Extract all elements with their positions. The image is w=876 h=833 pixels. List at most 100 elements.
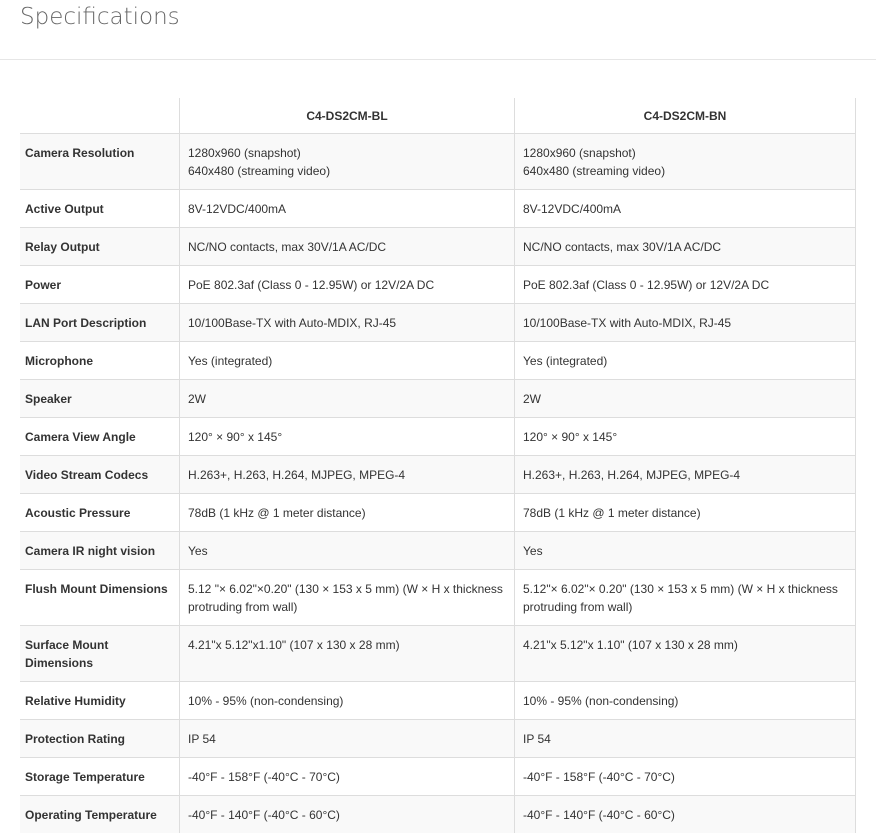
spec-value-line: 10% - 95% (non-condensing) <box>523 692 847 710</box>
spec-label: Storage Temperature <box>20 758 180 796</box>
spec-value-line: -40°F - 158°F (-40°C - 70°C) <box>523 768 847 786</box>
table-row: Relative Humidity 10% - 95% (non-condensi… <box>20 682 856 720</box>
spec-value-line: 1280x960 (snapshot) <box>188 144 506 162</box>
spec-value-bl: 8V-12VDC/400mA <box>180 190 515 228</box>
table-row: Relay Output NC/NO contacts, max 30V/1A A… <box>20 228 856 266</box>
spec-label: Surface Mount Dimensions <box>20 626 180 682</box>
table-row: LAN Port Description 10/100Base-TX with A… <box>20 304 856 342</box>
divider <box>0 59 876 60</box>
spec-value-line: 640x480 (streaming video) <box>523 162 847 180</box>
spec-label: Speaker <box>20 380 180 418</box>
table-header-row: C4-DS2CM-BL C4-DS2CM-BN <box>20 98 856 134</box>
spec-value-bl: NC/NO contacts, max 30V/1A AC/DC <box>180 228 515 266</box>
spec-value-line: 10% - 95% (non-condensing) <box>188 692 506 710</box>
spec-label: Operating Temperature <box>20 796 180 833</box>
spec-value-bl: 1280x960 (snapshot)640x480 (streaming vi… <box>180 134 515 190</box>
spec-value-bl: -40°F - 140°F (-40°C - 60°C) <box>180 796 515 833</box>
table-row: Video Stream Codecs H.263+, H.263, H.264,… <box>20 456 856 494</box>
spec-value-line: Yes <box>188 542 506 560</box>
spec-value-bl: 120° × 90° x 145° <box>180 418 515 456</box>
spec-value-bn: Yes <box>515 532 856 570</box>
spec-label: Camera Resolution <box>20 134 180 190</box>
spec-value-line: 2W <box>188 390 506 408</box>
spec-value-bn: IP 54 <box>515 720 856 758</box>
spec-value-bn: -40°F - 158°F (-40°C - 70°C) <box>515 758 856 796</box>
spec-label: Camera View Angle <box>20 418 180 456</box>
spec-value-line: 640x480 (streaming video) <box>188 162 506 180</box>
spec-value-line: Yes (integrated) <box>523 352 847 370</box>
spec-value-line: H.263+, H.263, H.264, MJPEG, MPEG-4 <box>523 466 847 484</box>
spec-value-line: 5.12"× 6.02"× 0.20" (130 × 153 x 5 mm) (… <box>523 580 847 616</box>
spec-value-line: 8V-12VDC/400mA <box>188 200 506 218</box>
spec-value-line: 1280x960 (snapshot) <box>523 144 847 162</box>
spec-value-line: 2W <box>523 390 847 408</box>
table-row: Camera View Angle 120° × 90° x 145° 120° ×… <box>20 418 856 456</box>
spec-value-bl: 10% - 95% (non-condensing) <box>180 682 515 720</box>
spec-value-line: PoE 802.3af (Class 0 - 12.95W) or 12V/2A… <box>188 276 506 294</box>
spec-value-line: 4.21"x 5.12"x 1.10" (107 x 130 x 28 mm) <box>523 636 847 654</box>
spec-value-bl: Yes <box>180 532 515 570</box>
spec-value-line: -40°F - 140°F (-40°C - 60°C) <box>188 806 506 824</box>
spec-value-bn: 4.21"x 5.12"x 1.10" (107 x 130 x 28 mm) <box>515 626 856 682</box>
spec-label: Camera IR night vision <box>20 532 180 570</box>
table-row: Operating Temperature -40°F - 140°F (-40°… <box>20 796 856 833</box>
spec-label: Video Stream Codecs <box>20 456 180 494</box>
spec-value-line: 10/100Base-TX with Auto-MDIX, RJ-45 <box>523 314 847 332</box>
spec-value-bl: 2W <box>180 380 515 418</box>
table-row: Active Output 8V-12VDC/400mA 8V-12VDC/400m… <box>20 190 856 228</box>
spec-label: Microphone <box>20 342 180 380</box>
spec-value-line: 120° × 90° x 145° <box>188 428 506 446</box>
spec-value-bn: 2W <box>515 380 856 418</box>
spec-value-line: 120° × 90° x 145° <box>523 428 847 446</box>
spec-value-line: PoE 802.3af (Class 0 - 12.95W) or 12V/2A… <box>523 276 847 294</box>
spec-value-bn: 78dB (1 kHz @ 1 meter distance) <box>515 494 856 532</box>
spec-label: Acoustic Pressure <box>20 494 180 532</box>
spec-value-bn: H.263+, H.263, H.264, MJPEG, MPEG-4 <box>515 456 856 494</box>
table-row: Power PoE 802.3af (Class 0 - 12.95W) or 1… <box>20 266 856 304</box>
spec-label: Power <box>20 266 180 304</box>
spec-value-bl: -40°F - 158°F (-40°C - 70°C) <box>180 758 515 796</box>
spec-value-bn: 10% - 95% (non-condensing) <box>515 682 856 720</box>
header-model-bl: C4-DS2CM-BL <box>180 98 515 134</box>
spec-value-bl: H.263+, H.263, H.264, MJPEG, MPEG-4 <box>180 456 515 494</box>
spec-value-bl: PoE 802.3af (Class 0 - 12.95W) or 12V/2A… <box>180 266 515 304</box>
spec-label: Relative Humidity <box>20 682 180 720</box>
spec-value-bn: 8V-12VDC/400mA <box>515 190 856 228</box>
spec-value-line: Yes (integrated) <box>188 352 506 370</box>
spec-value-line: IP 54 <box>523 730 847 748</box>
spec-value-line: H.263+, H.263, H.264, MJPEG, MPEG-4 <box>188 466 506 484</box>
spec-value-line: 10/100Base-TX with Auto-MDIX, RJ-45 <box>188 314 506 332</box>
page-title: Specifications <box>20 4 180 30</box>
spec-value-bn: 1280x960 (snapshot)640x480 (streaming vi… <box>515 134 856 190</box>
spec-value-line: NC/NO contacts, max 30V/1A AC/DC <box>188 238 506 256</box>
spec-value-line: -40°F - 140°F (-40°C - 60°C) <box>523 806 847 824</box>
spec-value-bl: 5.12 "× 6.02"×0.20" (130 × 153 x 5 mm) (… <box>180 570 515 626</box>
spec-value-bn: 120° × 90° x 145° <box>515 418 856 456</box>
header-blank <box>20 98 180 134</box>
spec-value-line: 78dB (1 kHz @ 1 meter distance) <box>523 504 847 522</box>
spec-label: Flush Mount Dimensions <box>20 570 180 626</box>
table-row: Camera IR night vision Yes Yes <box>20 532 856 570</box>
spec-value-line: -40°F - 158°F (-40°C - 70°C) <box>188 768 506 786</box>
spec-label: LAN Port Description <box>20 304 180 342</box>
spec-value-bn: NC/NO contacts, max 30V/1A AC/DC <box>515 228 856 266</box>
table-row: Acoustic Pressure 78dB (1 kHz @ 1 meter d… <box>20 494 856 532</box>
spec-value-bn: -40°F - 140°F (-40°C - 60°C) <box>515 796 856 833</box>
spec-value-bl: IP 54 <box>180 720 515 758</box>
spec-value-line: Yes <box>523 542 847 560</box>
table-row: Storage Temperature -40°F - 158°F (-40°C … <box>20 758 856 796</box>
spec-label: Active Output <box>20 190 180 228</box>
spec-value-bl: 78dB (1 kHz @ 1 meter distance) <box>180 494 515 532</box>
spec-value-line: 78dB (1 kHz @ 1 meter distance) <box>188 504 506 522</box>
spec-label: Relay Output <box>20 228 180 266</box>
spec-value-bn: PoE 802.3af (Class 0 - 12.95W) or 12V/2A… <box>515 266 856 304</box>
spec-value-bn: Yes (integrated) <box>515 342 856 380</box>
spec-value-bl: 4.21"x 5.12"x1.10" (107 x 130 x 28 mm) <box>180 626 515 682</box>
spec-value-line: NC/NO contacts, max 30V/1A AC/DC <box>523 238 847 256</box>
spec-value-bn: 10/100Base-TX with Auto-MDIX, RJ-45 <box>515 304 856 342</box>
spec-value-bl: 10/100Base-TX with Auto-MDIX, RJ-45 <box>180 304 515 342</box>
